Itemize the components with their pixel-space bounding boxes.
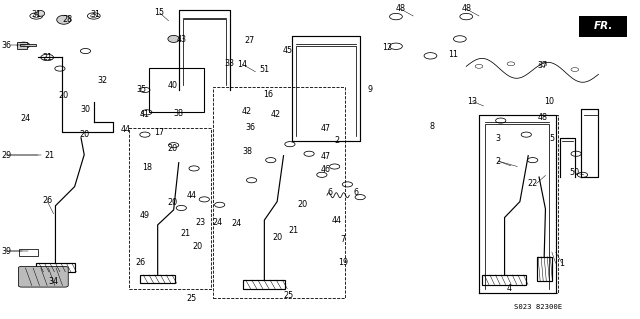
Text: 26: 26: [136, 258, 145, 267]
Bar: [149, 68, 204, 112]
Text: 24: 24: [212, 218, 222, 227]
Text: 36: 36: [245, 123, 255, 132]
Text: 38: 38: [173, 109, 184, 118]
Text: 35: 35: [136, 85, 147, 94]
Text: 48: 48: [396, 4, 405, 13]
Bar: [243, 280, 285, 289]
Text: 29: 29: [1, 151, 12, 160]
Text: 44: 44: [186, 191, 196, 200]
Ellipse shape: [57, 15, 71, 24]
Text: 31: 31: [31, 10, 42, 19]
Text: 44: 44: [332, 216, 342, 225]
Text: 30: 30: [81, 105, 90, 114]
Text: 41: 41: [140, 110, 150, 119]
Text: 40: 40: [168, 81, 177, 90]
Text: 6: 6: [353, 188, 358, 197]
Text: 46: 46: [321, 165, 331, 174]
Text: 16: 16: [263, 90, 273, 99]
Text: 1: 1: [559, 259, 564, 268]
Bar: [481, 275, 526, 285]
Text: 15: 15: [154, 8, 164, 17]
Text: 5: 5: [549, 134, 554, 143]
Text: 43: 43: [177, 35, 187, 44]
Text: 39: 39: [1, 247, 12, 256]
Text: 26: 26: [42, 197, 52, 205]
Text: 25: 25: [186, 294, 196, 303]
Text: 24: 24: [231, 219, 241, 228]
Text: 49: 49: [140, 211, 150, 220]
Bar: [20, 44, 36, 46]
Text: 19: 19: [338, 258, 348, 267]
Text: 47: 47: [321, 152, 331, 161]
FancyBboxPatch shape: [19, 266, 68, 287]
Text: 13: 13: [468, 97, 477, 106]
Bar: [140, 275, 175, 283]
Text: 21: 21: [44, 151, 54, 160]
Text: 25: 25: [284, 291, 294, 300]
Text: 2: 2: [495, 157, 500, 166]
Text: 7: 7: [340, 235, 346, 244]
Text: 42: 42: [242, 107, 252, 116]
Text: 33: 33: [225, 59, 235, 68]
Bar: [479, 115, 558, 293]
Text: 20: 20: [272, 233, 282, 242]
Text: 20: 20: [79, 130, 89, 139]
Text: 11: 11: [449, 50, 458, 59]
Bar: [536, 257, 552, 281]
Text: 38: 38: [242, 147, 252, 156]
Text: 21: 21: [42, 53, 52, 62]
Bar: [579, 16, 627, 37]
Text: 44: 44: [121, 125, 131, 134]
Bar: [36, 263, 75, 272]
Text: 34: 34: [49, 277, 58, 286]
Text: 6: 6: [328, 188, 333, 197]
Text: S023 82300E: S023 82300E: [514, 304, 562, 310]
Text: 20: 20: [167, 144, 177, 153]
Text: 21: 21: [180, 229, 190, 238]
Text: 18: 18: [142, 163, 152, 172]
Text: 28: 28: [62, 15, 72, 24]
Bar: [19, 249, 38, 256]
Text: 45: 45: [282, 46, 292, 55]
Text: 24: 24: [20, 114, 31, 122]
Text: 20: 20: [298, 200, 308, 209]
Text: 10: 10: [544, 97, 554, 106]
Text: 27: 27: [244, 36, 254, 45]
Text: 8: 8: [430, 122, 435, 131]
Text: 36: 36: [1, 41, 12, 50]
Ellipse shape: [37, 11, 45, 16]
Text: 20: 20: [193, 242, 203, 251]
Text: 12: 12: [383, 43, 393, 52]
Text: 50: 50: [570, 168, 580, 177]
Text: 48: 48: [538, 113, 548, 122]
Text: 51: 51: [259, 65, 269, 74]
Text: 14: 14: [237, 60, 248, 69]
Text: 37: 37: [538, 61, 548, 70]
Text: 22: 22: [527, 179, 538, 188]
Text: 42: 42: [271, 110, 281, 119]
Text: 48: 48: [461, 4, 471, 13]
Text: FR.: FR.: [593, 21, 613, 31]
Bar: [213, 87, 345, 298]
Text: 3: 3: [495, 134, 500, 143]
Text: 20: 20: [167, 198, 177, 207]
Text: 31: 31: [91, 10, 100, 19]
Bar: [17, 42, 27, 49]
Text: 17: 17: [154, 128, 164, 137]
Text: 9: 9: [368, 85, 373, 94]
Ellipse shape: [168, 35, 179, 42]
Text: 2: 2: [334, 137, 339, 145]
Text: 4: 4: [506, 284, 511, 293]
Bar: [129, 128, 211, 289]
Text: 20: 20: [58, 91, 68, 100]
Text: 21: 21: [289, 226, 299, 235]
Text: 32: 32: [97, 76, 107, 85]
Text: 47: 47: [321, 124, 331, 133]
Text: 23: 23: [195, 218, 205, 227]
